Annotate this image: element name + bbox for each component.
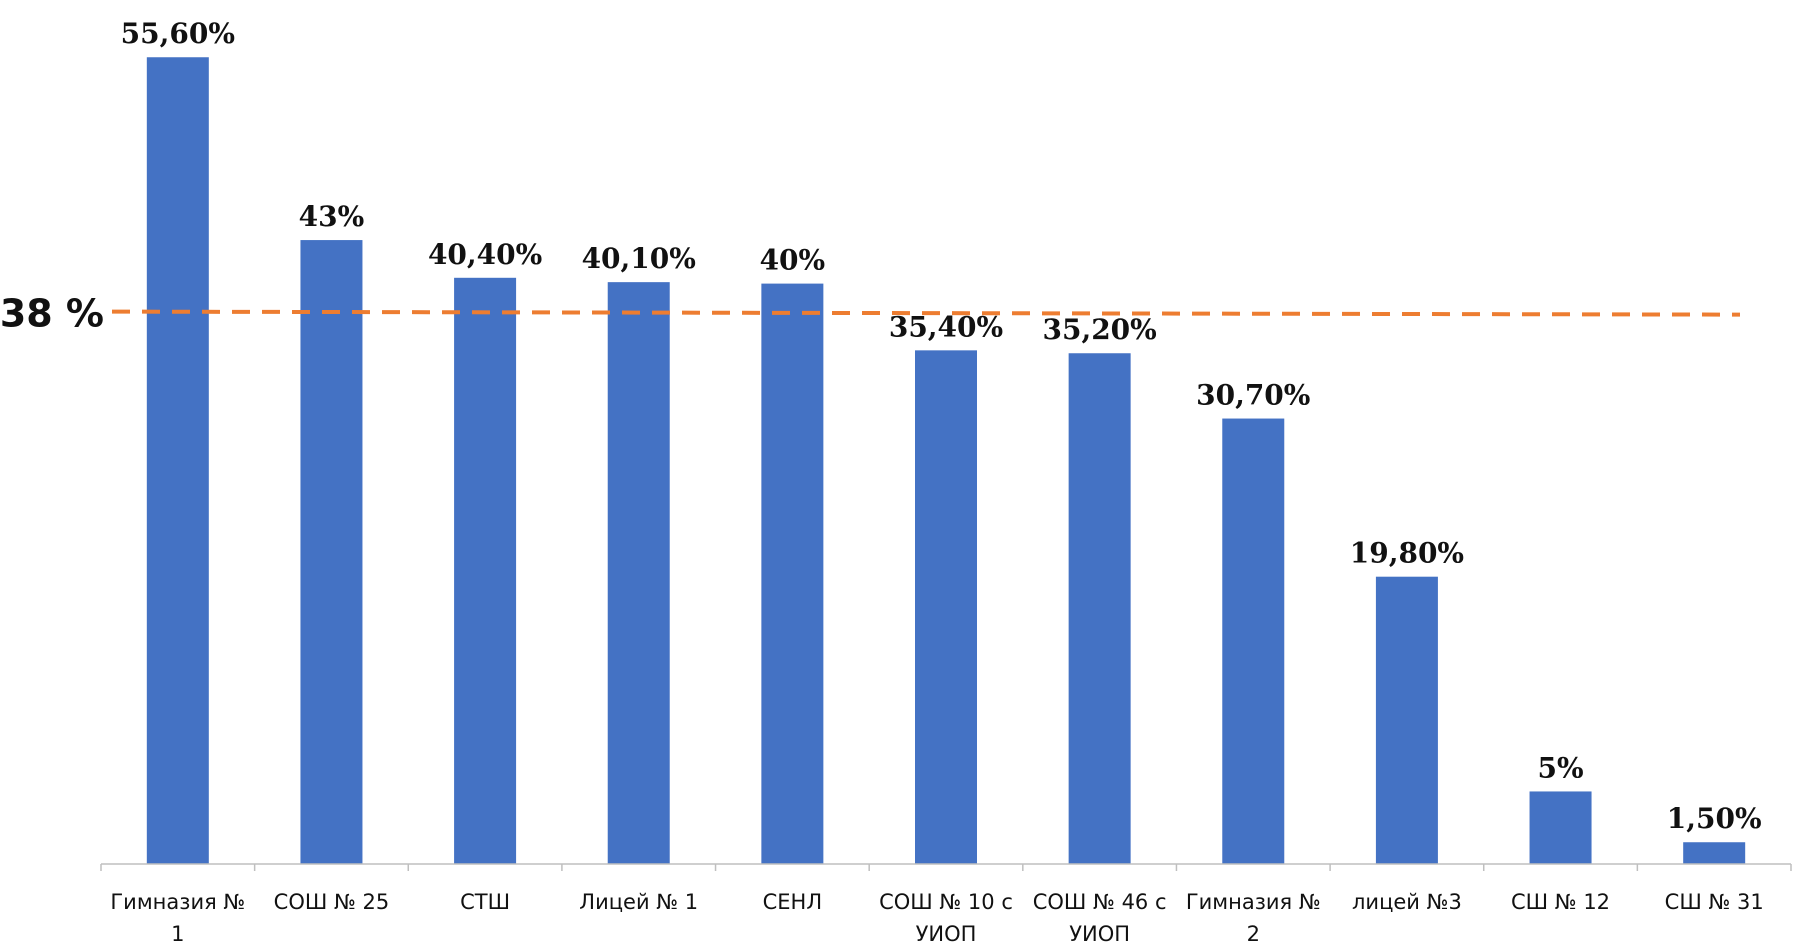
value-label: 35,20% xyxy=(1042,313,1156,346)
category-labels: Гимназия № 1 СОШ № 25 СТШ Лицей № 1 СЕНЛ СОШ №… xyxy=(110,890,1763,944)
category-label: Гимназия № xyxy=(110,890,245,914)
bar xyxy=(454,277,517,864)
bars-group xyxy=(146,57,1746,865)
value-label: 30,70% xyxy=(1196,379,1310,412)
bar xyxy=(761,283,824,865)
bar xyxy=(1222,418,1285,864)
bar xyxy=(607,282,670,864)
category-label: СОШ № 25 xyxy=(274,890,390,914)
category-label: лицей №3 xyxy=(1352,890,1462,914)
value-label: 35,40% xyxy=(889,310,1003,343)
value-label: 43% xyxy=(299,200,365,233)
bar xyxy=(1529,791,1592,864)
reference-line-label: 38 % xyxy=(0,292,104,336)
value-label: 55,60% xyxy=(121,17,235,50)
bar xyxy=(1068,353,1131,864)
bar xyxy=(146,57,209,864)
category-label: 1 xyxy=(171,922,184,944)
value-label: 5% xyxy=(1537,751,1583,784)
category-label: Лицей № 1 xyxy=(579,890,698,914)
category-label: СТШ xyxy=(460,890,510,914)
category-label: УИОП xyxy=(1069,922,1130,944)
value-label: 40,40% xyxy=(428,238,542,271)
bar xyxy=(1375,576,1438,864)
category-label: УИОП xyxy=(916,922,977,944)
value-label: 40,10% xyxy=(582,242,696,275)
category-label: 2 xyxy=(1247,922,1260,944)
value-label: 40% xyxy=(760,244,826,277)
category-label: СЕНЛ xyxy=(763,890,823,914)
value-label: 1,50% xyxy=(1667,802,1762,835)
x-axis-ticks xyxy=(100,864,1792,871)
bar xyxy=(915,350,977,864)
category-label: СШ № 12 xyxy=(1511,890,1610,914)
bar xyxy=(300,240,363,864)
category-label: СОШ № 10 с xyxy=(879,890,1013,914)
value-labels: 55,60% 43% 40,40% 40,10% 40% 35,40% 35,20% 30,7… xyxy=(121,17,1762,835)
bar xyxy=(1683,842,1746,864)
reference-line xyxy=(111,309,1741,317)
category-label: Гимназия № xyxy=(1186,890,1321,914)
category-label: СОШ № 46 с xyxy=(1033,890,1167,914)
value-label: 19,80% xyxy=(1350,537,1464,570)
category-label: СШ № 31 xyxy=(1665,890,1764,914)
